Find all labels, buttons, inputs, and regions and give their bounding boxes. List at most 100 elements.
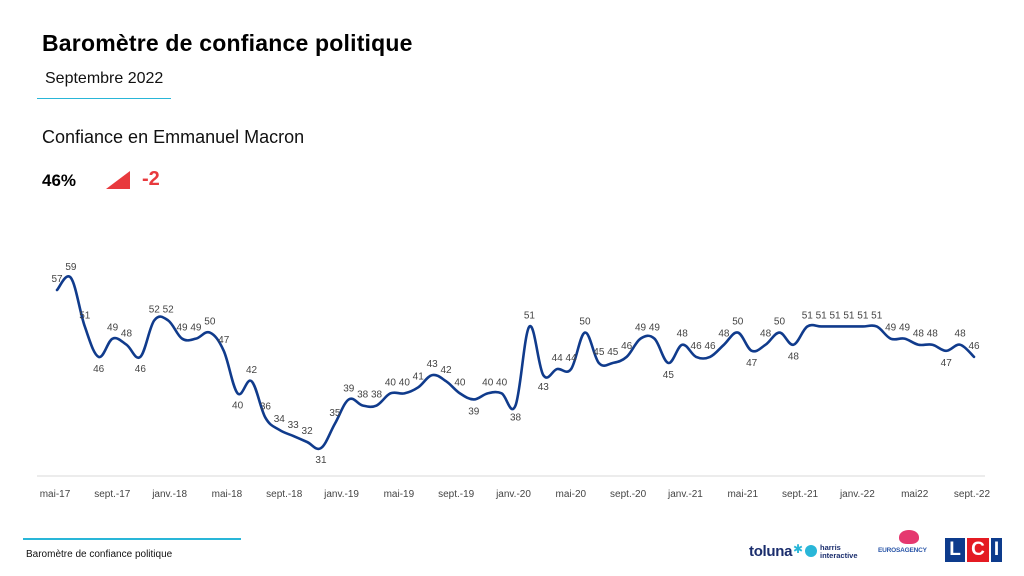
series-line [55, 275, 976, 451]
data-label: 51 [79, 310, 91, 321]
data-label: 45 [593, 347, 605, 358]
data-label: 49 [190, 323, 202, 334]
data-label: 35 [329, 408, 341, 419]
footer-divider [23, 538, 241, 540]
data-label: 46 [968, 341, 980, 352]
x-tick-label: sept.-19 [438, 489, 475, 500]
harris-interactive-logo: harris interactive [820, 544, 858, 560]
x-tick-label: janv.-22 [839, 489, 875, 500]
data-label: 48 [913, 329, 925, 340]
data-label: 49 [899, 323, 911, 334]
data-label: 51 [524, 310, 536, 321]
data-label: 38 [357, 390, 369, 401]
x-tick-label: mai-18 [212, 489, 243, 500]
data-label: 59 [65, 262, 77, 273]
x-tick-label: mai-20 [556, 489, 587, 500]
x-tick-label: mai-21 [727, 489, 758, 500]
x-tick-label: janv.-21 [667, 489, 703, 500]
data-label: 49 [176, 323, 188, 334]
data-label: 49 [885, 323, 897, 334]
data-label: 33 [288, 420, 300, 431]
x-tick-label: janv.-18 [151, 489, 187, 500]
data-label: 48 [677, 329, 689, 340]
data-label: 51 [816, 310, 828, 321]
data-label: 52 [149, 304, 161, 315]
data-label: 40 [232, 400, 244, 411]
data-label: 43 [427, 359, 439, 370]
harris-word: harris [820, 543, 841, 552]
lci-letter-c: C [967, 538, 989, 562]
data-label: 45 [607, 347, 619, 358]
data-label: 43 [538, 382, 550, 393]
data-label: 48 [927, 329, 939, 340]
data-label: 38 [510, 413, 522, 424]
data-label: 34 [274, 414, 286, 425]
data-label: 36 [260, 402, 272, 413]
x-tick-label: sept.-20 [610, 489, 647, 500]
x-tick-label: janv.-20 [495, 489, 531, 500]
kpi-delta: -2 [142, 168, 160, 190]
data-label: 51 [829, 310, 841, 321]
data-label: 40 [482, 377, 494, 388]
data-label: 41 [413, 371, 425, 382]
x-tick-label: sept.-18 [266, 489, 303, 500]
data-label: 48 [955, 329, 967, 340]
data-label: 50 [579, 317, 591, 328]
lci-letter-i: I [991, 538, 1002, 562]
data-label: 44 [566, 353, 578, 364]
x-tick-label: sept.-22 [954, 489, 991, 500]
data-label: 40 [399, 377, 411, 388]
data-label: 40 [496, 377, 508, 388]
x-tick-label: sept.-21 [782, 489, 819, 500]
page-subtitle: Septembre 2022 [45, 70, 164, 87]
data-label: 48 [760, 329, 772, 340]
data-label: 40 [385, 377, 397, 388]
data-label: 42 [246, 365, 258, 376]
lci-logo: L C I [945, 538, 1002, 562]
data-label: 45 [663, 370, 675, 381]
toluna-star-icon: ✱ [793, 542, 804, 556]
toluna-logo: toluna [749, 543, 793, 560]
data-label: 48 [718, 329, 730, 340]
footer-text: Baromètre de confiance politique [26, 549, 173, 560]
data-label: 48 [121, 329, 133, 340]
data-label: 51 [857, 310, 869, 321]
data-label: 49 [635, 323, 647, 334]
data-label: 50 [774, 317, 786, 328]
x-tick-label: mai-19 [384, 489, 415, 500]
data-label: 46 [704, 341, 716, 352]
interactive-word: interactive [820, 551, 858, 560]
data-label: 46 [135, 364, 147, 375]
x-tick-labels-layer: mai-17 sept.-17 janv.-18 mai-18 sept.-18 janv… [40, 489, 991, 500]
subtitle-divider [37, 98, 171, 99]
eurosagency-mark-icon [899, 530, 919, 544]
data-label: 47 [941, 358, 953, 369]
x-tick-label: janv.-19 [323, 489, 359, 500]
section-title: Confiance en Emmanuel Macron [42, 127, 305, 147]
data-label: 49 [107, 323, 119, 334]
data-label: 32 [302, 426, 314, 437]
data-label: 52 [163, 304, 175, 315]
data-label: 51 [802, 310, 814, 321]
data-label: 51 [871, 310, 883, 321]
data-label: 47 [746, 358, 758, 369]
harris-dot-icon [805, 545, 817, 557]
data-label: 40 [454, 377, 466, 388]
lci-letter-l: L [945, 538, 965, 562]
data-label: 51 [843, 310, 855, 321]
data-label: 46 [93, 364, 105, 375]
data-label: 46 [621, 341, 633, 352]
data-label: 44 [552, 353, 564, 364]
data-label: 47 [218, 335, 230, 346]
data-label: 38 [371, 390, 383, 401]
data-label: 50 [732, 317, 744, 328]
x-tick-label: sept.-17 [94, 489, 131, 500]
eurosagency-logo: EUROSAGENCY [878, 547, 927, 554]
data-label: 46 [691, 341, 703, 352]
data-label: 57 [51, 274, 63, 285]
x-tick-label: mai22 [901, 489, 929, 500]
x-tick-label: mai-17 [40, 489, 71, 500]
data-label: 50 [204, 317, 216, 328]
